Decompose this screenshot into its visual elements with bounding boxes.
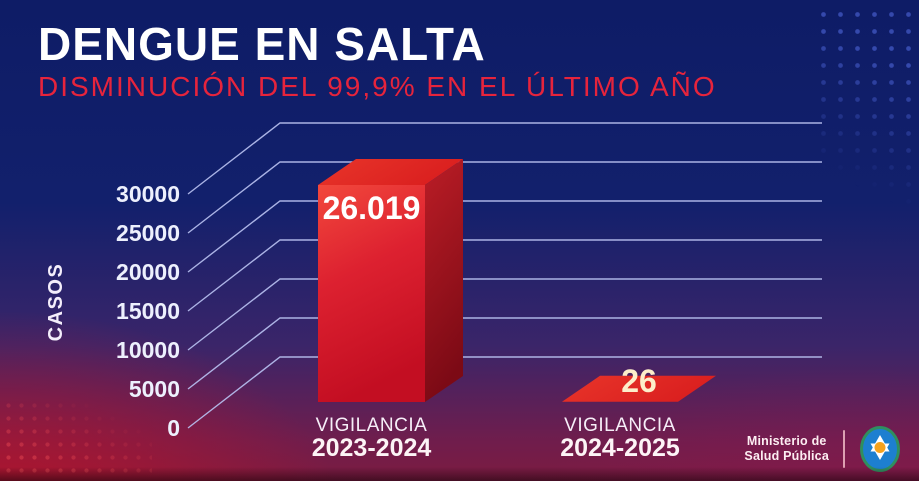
header: DENGUE EN SALTA DISMINUCIÓN DEL 99,9% EN… [38, 20, 717, 102]
y-tick-label: 10000 [116, 337, 180, 363]
category-label-line1: VIGILANCIA [564, 415, 676, 436]
y-tick-label: 0 [167, 415, 180, 441]
gridline [187, 317, 822, 390]
gridline [187, 239, 822, 312]
y-axis-title: CASOS [45, 263, 67, 342]
y-tick-label: 30000 [116, 181, 180, 207]
category-label-line2: 2023-2024 [312, 434, 432, 462]
ministry-name-line2: Salud Pública [744, 449, 829, 463]
salta-star-emblem-icon [860, 426, 900, 472]
bar-value-label: 26 [621, 363, 657, 399]
gridline [187, 122, 822, 195]
bar-front-face [318, 185, 425, 402]
gridline [187, 200, 822, 273]
y-tick-label: 5000 [129, 376, 180, 402]
ministry-name: Ministerio de Salud Pública [744, 434, 829, 464]
bar-top-face [562, 375, 716, 402]
category-label-line2: 2024-2025 [560, 434, 680, 462]
page-title: DENGUE EN SALTA [38, 18, 486, 70]
footer: Ministerio de Salud Pública [744, 425, 901, 473]
bar-side-face [425, 159, 463, 402]
y-tick-label: 15000 [116, 298, 180, 324]
bar-value-label: 26.019 [323, 190, 421, 226]
ministry-name-line1: Ministerio de [746, 434, 827, 448]
y-tick-label: 25000 [116, 220, 180, 246]
y-tick-label: 20000 [116, 259, 180, 285]
footer-divider [843, 430, 845, 468]
gridline [187, 356, 822, 429]
gridline [187, 278, 822, 351]
category-label-line1: VIGILANCIA [316, 415, 428, 436]
page-subtitle: DISMINUCIÓN DEL 99,9% EN EL ÚLTIMO AÑO [38, 71, 717, 103]
gridline [187, 161, 822, 234]
bar-top-face [318, 159, 463, 186]
